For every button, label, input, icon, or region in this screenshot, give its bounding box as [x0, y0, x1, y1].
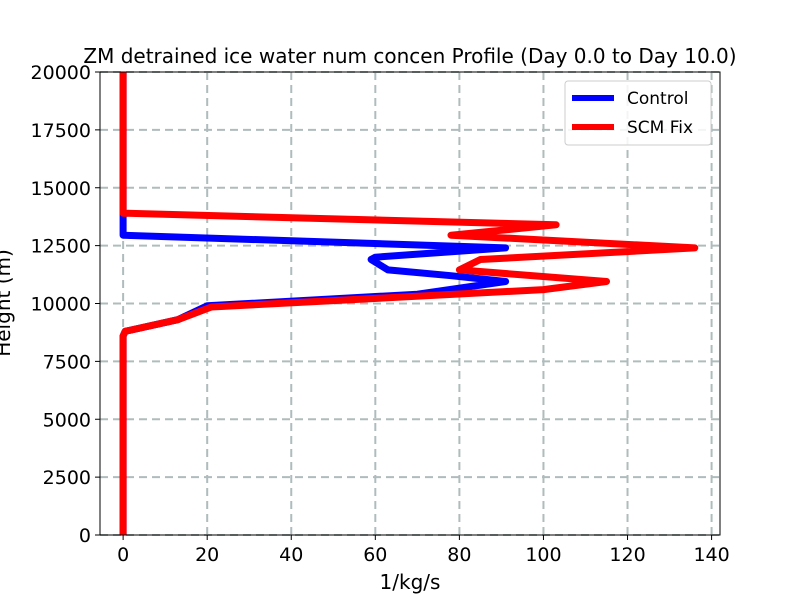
y-tick-label: 10000: [31, 294, 91, 316]
y-tick-label: 15000: [31, 178, 91, 200]
x-tick-label: 140: [693, 544, 729, 566]
x-axis-label: 1/kg/s: [380, 570, 441, 594]
x-tick-label: 0: [117, 544, 129, 566]
x-tick-label: 60: [363, 544, 387, 566]
legend-label-control: Control: [627, 89, 688, 109]
y-tick-label: 20000: [31, 62, 91, 84]
legend: Control SCM Fix: [564, 80, 712, 146]
series-line-scm-fix: [119, 72, 699, 535]
y-axis-label: Height (m): [0, 249, 15, 357]
x-tick-label: 80: [447, 544, 471, 566]
y-tick-label: 7500: [43, 351, 91, 373]
x-tick-label: 100: [525, 544, 561, 566]
y-tick-label: 12500: [31, 236, 91, 258]
y-tick-label: 17500: [31, 120, 91, 142]
x-tick-label: 120: [609, 544, 645, 566]
plot-background: [100, 72, 720, 535]
x-tick-label: 20: [195, 544, 219, 566]
ticks: 0 20 40 60 80 100 120 140 0 2500 5000 7500 10000 1250…: [31, 62, 730, 566]
y-tick-label: 2500: [43, 467, 91, 489]
y-tick-label: 0: [79, 525, 91, 547]
x-tick-label: 40: [279, 544, 303, 566]
legend-label-scm-fix: SCM Fix: [627, 118, 693, 138]
chart-title: ZM detrained ice water num concen Profil…: [83, 44, 736, 68]
series-layer: [119, 72, 699, 535]
y-tick-label: 5000: [43, 409, 91, 431]
